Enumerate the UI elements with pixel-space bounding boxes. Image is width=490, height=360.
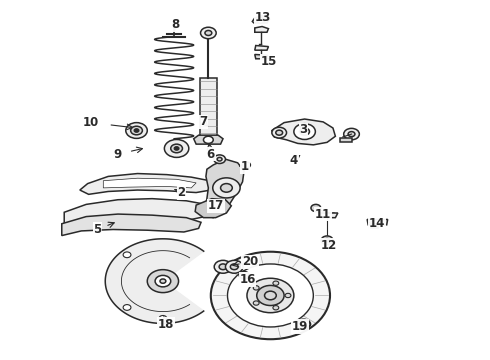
Circle shape bbox=[325, 238, 330, 242]
Polygon shape bbox=[64, 199, 213, 224]
Circle shape bbox=[297, 319, 311, 329]
Circle shape bbox=[273, 306, 279, 310]
Polygon shape bbox=[321, 213, 338, 218]
Text: 9: 9 bbox=[114, 148, 122, 161]
Text: 14: 14 bbox=[369, 217, 385, 230]
Circle shape bbox=[321, 236, 333, 244]
Circle shape bbox=[230, 264, 238, 270]
Polygon shape bbox=[255, 27, 269, 32]
Circle shape bbox=[253, 301, 259, 305]
Circle shape bbox=[239, 271, 249, 279]
Circle shape bbox=[213, 178, 240, 198]
Text: 16: 16 bbox=[239, 273, 256, 286]
Circle shape bbox=[257, 285, 284, 306]
Text: 15: 15 bbox=[260, 55, 277, 68]
Polygon shape bbox=[371, 225, 378, 228]
Polygon shape bbox=[255, 45, 269, 50]
Polygon shape bbox=[340, 138, 352, 142]
Circle shape bbox=[300, 128, 310, 135]
Polygon shape bbox=[62, 214, 201, 235]
Polygon shape bbox=[103, 178, 196, 188]
Text: 17: 17 bbox=[208, 199, 224, 212]
Circle shape bbox=[147, 270, 178, 293]
Text: 6: 6 bbox=[207, 148, 215, 161]
Text: 8: 8 bbox=[172, 18, 180, 31]
Circle shape bbox=[155, 275, 171, 287]
Circle shape bbox=[214, 260, 232, 273]
Polygon shape bbox=[255, 54, 268, 59]
Circle shape bbox=[247, 278, 294, 313]
Polygon shape bbox=[252, 16, 270, 23]
Circle shape bbox=[243, 162, 250, 168]
Circle shape bbox=[253, 286, 259, 290]
Circle shape bbox=[294, 124, 316, 139]
Text: 1: 1 bbox=[241, 160, 249, 173]
Circle shape bbox=[276, 130, 283, 135]
Circle shape bbox=[225, 260, 243, 273]
Text: 20: 20 bbox=[242, 255, 258, 268]
Text: 19: 19 bbox=[292, 320, 308, 333]
Circle shape bbox=[343, 129, 359, 140]
Circle shape bbox=[123, 305, 131, 310]
Circle shape bbox=[285, 293, 291, 298]
Text: 11: 11 bbox=[315, 208, 331, 221]
Circle shape bbox=[164, 139, 189, 157]
Text: 4: 4 bbox=[290, 154, 298, 167]
Circle shape bbox=[123, 252, 131, 258]
Circle shape bbox=[219, 264, 227, 270]
Circle shape bbox=[203, 136, 213, 143]
Polygon shape bbox=[199, 78, 217, 137]
Circle shape bbox=[211, 252, 330, 339]
Text: 7: 7 bbox=[199, 116, 208, 129]
Circle shape bbox=[160, 279, 166, 283]
Circle shape bbox=[126, 123, 147, 138]
Text: 10: 10 bbox=[83, 116, 99, 129]
Text: 2: 2 bbox=[177, 186, 186, 199]
Circle shape bbox=[205, 31, 212, 36]
Circle shape bbox=[131, 126, 143, 135]
Circle shape bbox=[214, 155, 225, 163]
Circle shape bbox=[265, 291, 276, 300]
Polygon shape bbox=[80, 174, 215, 194]
Circle shape bbox=[171, 144, 182, 153]
Circle shape bbox=[257, 18, 265, 23]
Polygon shape bbox=[272, 119, 335, 145]
Polygon shape bbox=[194, 135, 223, 144]
Polygon shape bbox=[205, 159, 244, 218]
Polygon shape bbox=[105, 239, 204, 323]
Text: 12: 12 bbox=[321, 239, 337, 252]
Circle shape bbox=[348, 132, 355, 136]
Text: 3: 3 bbox=[299, 123, 308, 136]
Text: 18: 18 bbox=[158, 318, 174, 331]
Circle shape bbox=[272, 127, 287, 138]
Polygon shape bbox=[367, 220, 388, 225]
Circle shape bbox=[227, 264, 313, 327]
Circle shape bbox=[311, 204, 321, 212]
Text: 13: 13 bbox=[254, 12, 270, 24]
Circle shape bbox=[159, 315, 167, 321]
Circle shape bbox=[174, 147, 179, 150]
Circle shape bbox=[220, 184, 232, 192]
Polygon shape bbox=[195, 199, 231, 218]
Circle shape bbox=[217, 157, 222, 161]
Circle shape bbox=[273, 281, 279, 285]
Circle shape bbox=[200, 27, 216, 39]
Text: 5: 5 bbox=[93, 223, 101, 236]
Circle shape bbox=[134, 129, 139, 132]
